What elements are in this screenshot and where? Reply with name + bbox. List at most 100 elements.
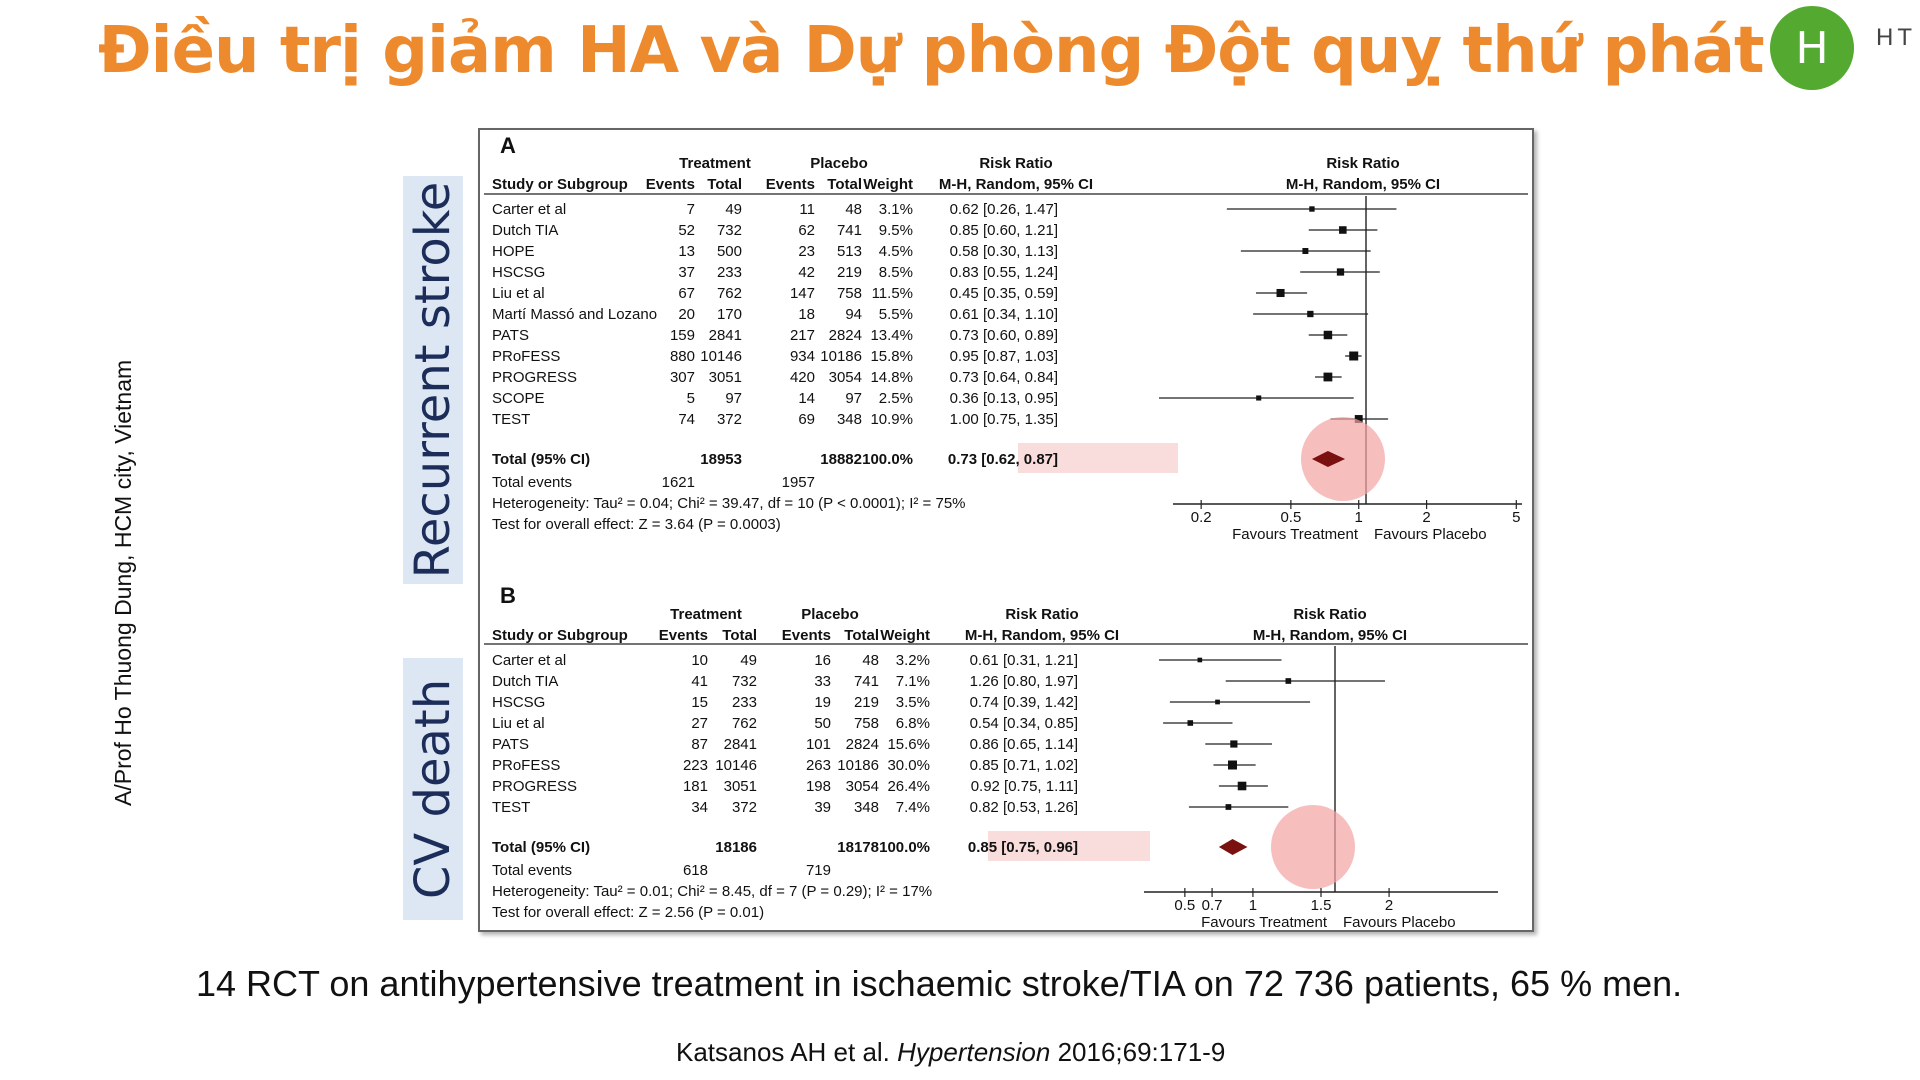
panel-a-row-1-point-estimate: [1309, 206, 1315, 212]
panel-a-row-4-weight: 8.5%: [879, 264, 913, 281]
logo-text: HT: [1876, 24, 1916, 51]
panel-b-row-3-ci-text: 0.74 [0.39, 1.42]: [970, 694, 1078, 711]
panel-a-total-p-total: 18882: [820, 451, 862, 468]
panel-b-row-3-p-events: 19: [814, 694, 831, 711]
panel-b-row-4-ci-text: 0.54 [0.34, 0.85]: [970, 715, 1078, 732]
panel-b-row-5-p-events: 101: [806, 736, 831, 753]
panel-b-tick-label-4: 1.5: [1311, 897, 1332, 914]
panel-b-row-7-t-events: 181: [683, 778, 708, 795]
panel-a-header-rr-plot: M-H, Random, 95% CI: [1286, 176, 1440, 193]
panel-b-row-8-ci-text: 0.82 [0.53, 1.26]: [970, 799, 1078, 816]
panel-a-row-2-p-events: 62: [798, 222, 815, 239]
panel-a-row-10-weight: 2.5%: [879, 390, 913, 407]
panel-a-tick-label-3: 1: [1355, 509, 1363, 526]
panel-a-row-9-t-total: 3051: [709, 369, 742, 386]
panel-b-row-8-point-estimate: [1225, 804, 1232, 810]
panel-a-row-8-ci-text: 0.95 [0.87, 1.03]: [950, 348, 1058, 365]
panel-a-row-7-study: PATS: [492, 327, 529, 344]
panel-a-row-5-weight: 11.5%: [872, 285, 913, 302]
logo-icon: H: [1770, 6, 1854, 90]
panel-b-total-highlight-circle: [1271, 805, 1355, 889]
panel-b-row-4-weight: 6.8%: [896, 715, 930, 732]
panel-a-row-5-ci-text: 0.45 [0.35, 0.59]: [950, 285, 1058, 302]
panel-b-tick-label-5: 2: [1385, 897, 1393, 914]
panel-b-tick-label-3: 1: [1249, 897, 1257, 914]
panel-a-row-3-point-estimate: [1302, 248, 1309, 254]
panel-a-tick-label-2: 0.5: [1280, 509, 1301, 526]
panel-a-header-study: Study or Subgroup: [492, 176, 628, 193]
panel-b-row-1-t-events: 10: [691, 652, 708, 669]
panel-b-row-5-weight: 15.6%: [887, 736, 930, 753]
panel-b-row-1-ci-text: 0.61 [0.31, 1.21]: [970, 652, 1078, 669]
panel-b-row-8-t-events: 34: [691, 799, 708, 816]
panel-a-row-11-study: TEST: [492, 411, 530, 428]
panel-b-row-6-point-estimate: [1228, 760, 1237, 770]
panel-a-total-events-t: 1621: [662, 474, 695, 491]
panel-b-row-8-study: TEST: [492, 799, 530, 816]
panel-b-row-3-p-total: 219: [854, 694, 879, 711]
panel-a-row-4-t-events: 37: [678, 264, 695, 281]
panel-a-row-9-study: PROGRESS: [492, 369, 577, 386]
panel-b-row-8-p-total: 348: [854, 799, 879, 816]
panel-a-group-risk-ratio-plot: Risk Ratio: [1326, 155, 1399, 172]
panel-b-row-5-point-estimate: [1230, 740, 1238, 748]
logo-letter: H: [1795, 22, 1829, 74]
panel-a-row-8-study: PRoFESS: [492, 348, 560, 365]
panel-a-row-4-point-estimate: [1336, 268, 1345, 276]
panel-a-row-11-point-estimate: [1354, 415, 1363, 423]
panel-a-row-11-t-total: 372: [717, 411, 742, 428]
panel-b-row-3-point-estimate: [1215, 699, 1220, 705]
panel-a-row-10-study: SCOPE: [492, 390, 545, 407]
panel-a-row-11-t-events: 74: [678, 411, 695, 428]
panel-b-row-2-study: Dutch TIA: [492, 673, 558, 690]
panel-a-row-5-study: Liu et al: [492, 285, 545, 302]
panel-a-row-4-p-events: 42: [798, 264, 815, 281]
panel-a-total-ci-text: 0.73 [0.62, 0.87]: [948, 451, 1058, 468]
panel-a-total-label: Total (95% CI): [492, 451, 590, 468]
panel-a-group-placebo: Placebo: [810, 155, 868, 172]
label-recurrent-stroke-text: Recurrent stroke: [405, 181, 461, 579]
panel-a-row-2-ci-text: 0.85 [0.60, 1.21]: [950, 222, 1058, 239]
panel-b-row-4-t-events: 27: [691, 715, 708, 732]
panel-a-row-10-p-events: 14: [798, 390, 815, 407]
panel-a-favours-placebo: Favours Placebo: [1374, 526, 1487, 543]
panel-a-row-9-p-events: 420: [790, 369, 815, 386]
panel-a-row-6-t-total: 170: [717, 306, 742, 323]
panel-b-favours-placebo: Favours Placebo: [1343, 914, 1456, 930]
panel-b-row-5-t-events: 87: [691, 736, 708, 753]
panel-a-total-events-label: Total events: [492, 474, 572, 491]
panel-a-row-9-t-events: 307: [670, 369, 695, 386]
panel-a-heterogeneity: Heterogeneity: Tau² = 0.04; Chi² = 39.47…: [492, 495, 966, 512]
panel-a-row-10-p-total: 97: [845, 390, 862, 407]
panel-a-row-11-weight: 10.9%: [870, 411, 913, 428]
panel-a-row-9-weight: 14.8%: [870, 369, 913, 386]
panel-a-row-7-weight: 13.4%: [870, 327, 913, 344]
panel-b-total-highlight-box: [988, 831, 1150, 861]
panel-a-row-2-t-events: 52: [678, 222, 695, 239]
panel-a-row-7-p-events: 217: [790, 327, 815, 344]
panel-b-row-6-study: PRoFESS: [492, 757, 560, 774]
panel-b-row-5-study: PATS: [492, 736, 529, 753]
panel-b-row-7-p-events: 198: [806, 778, 831, 795]
panel-a-row-6-study: Martí Massó and Lozano: [492, 306, 657, 323]
panel-a-row-2-point-estimate: [1339, 226, 1347, 234]
panel-a-row-2-study: Dutch TIA: [492, 222, 558, 239]
panel-b-header-p-total: Total: [844, 627, 879, 644]
panel-a-row-4-p-total: 219: [837, 264, 862, 281]
panel-b-row-2-p-events: 33: [814, 673, 831, 690]
panel-a-row-3-p-total: 513: [837, 243, 862, 260]
panel-b-row-2-point-estimate: [1285, 678, 1292, 684]
panel-a-row-8-t-events: 880: [670, 348, 695, 365]
panel-a-row-8-t-total: 10146: [700, 348, 742, 365]
panel-b-overall-effect: Test for overall effect: Z = 2.56 (P = 0…: [492, 904, 764, 921]
panel-a-row-4-ci-text: 0.83 [0.55, 1.24]: [950, 264, 1058, 281]
panel-b-row-5-t-total: 2841: [724, 736, 757, 753]
panel-b-row-4-t-total: 762: [732, 715, 757, 732]
panel-b-total-events-p: 719: [806, 862, 831, 879]
panel-b-row-3-t-total: 233: [732, 694, 757, 711]
citation-rest: 2016;69:171-9: [1050, 1037, 1226, 1067]
panel-b-row-2-t-events: 41: [691, 673, 708, 690]
panel-a-row-11-p-total: 348: [837, 411, 862, 428]
panel-b-row-5-ci-text: 0.86 [0.65, 1.14]: [970, 736, 1078, 753]
panel-a-overall-effect: Test for overall effect: Z = 3.64 (P = 0…: [492, 516, 781, 533]
